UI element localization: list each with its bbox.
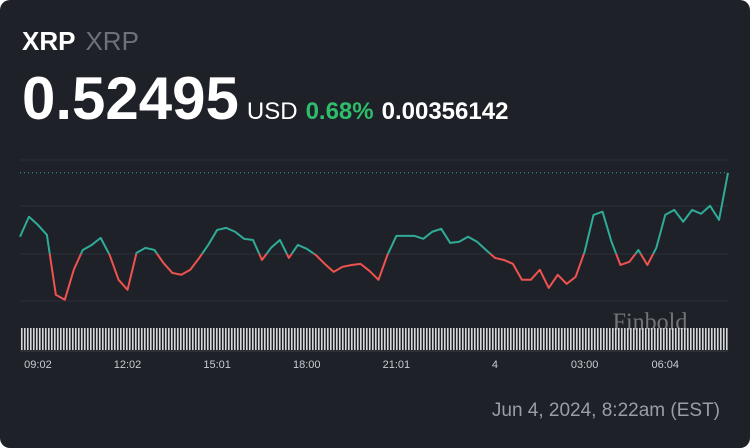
- symbol: XRP: [22, 26, 76, 56]
- price-row: 0.52495 USD 0.68% 0.00356142: [22, 64, 508, 133]
- change-percent: 0.68%: [305, 98, 374, 125]
- x-tick-label: 06:04: [652, 359, 680, 371]
- watermark: Finbold: [613, 310, 688, 336]
- x-tick-label: 09:02: [24, 359, 52, 371]
- x-tick-label: 03:00: [571, 359, 599, 371]
- timestamp: Jun 4, 2024, 8:22am (EST): [491, 400, 720, 421]
- x-tick-label: 12:02: [114, 359, 142, 371]
- symbol-row: XRP XRP: [22, 26, 139, 57]
- price-line-down: [48, 253, 655, 301]
- x-tick-label: 15:01: [203, 359, 231, 371]
- price: 0.52495: [22, 65, 239, 132]
- change: 0.00356142: [381, 98, 509, 125]
- x-tick-label: 18:00: [293, 359, 321, 371]
- asset-name: XRP: [85, 26, 139, 56]
- currency: USD: [246, 98, 298, 125]
- price-line-up: [19, 172, 729, 254]
- x-tick-label: 21:01: [383, 359, 411, 371]
- x-tick-label: 4: [492, 359, 498, 371]
- volume-strip: [20, 328, 728, 350]
